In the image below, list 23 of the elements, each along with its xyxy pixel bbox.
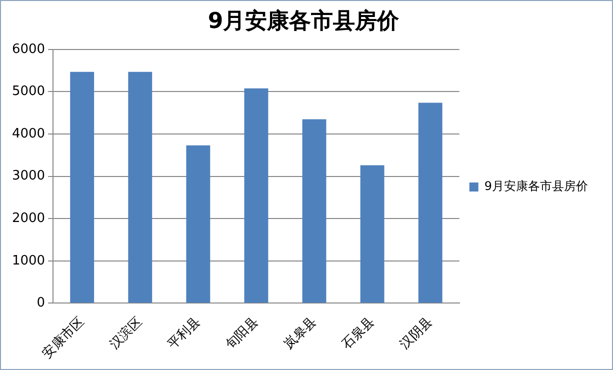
y-tick-label: 5000 bbox=[12, 84, 46, 100]
y-tick-label: 6000 bbox=[12, 42, 46, 57]
x-tick-label: 汉阴县 bbox=[397, 314, 436, 353]
bar bbox=[186, 145, 210, 303]
y-tick-label: 3000 bbox=[12, 168, 46, 184]
chart-title: 9月安康各市县房价 bbox=[208, 8, 400, 34]
x-tick-label: 旬阳县 bbox=[223, 314, 262, 353]
bar bbox=[128, 72, 152, 303]
x-tick-label: 安康市区 bbox=[39, 314, 88, 362]
x-tick-label: 岚皋县 bbox=[281, 314, 320, 353]
legend-label: 9月安康各市县房价 bbox=[484, 179, 588, 194]
x-tick-label: 平利县 bbox=[165, 314, 204, 353]
bar bbox=[70, 72, 94, 303]
x-tick-label: 汉滨区 bbox=[106, 314, 146, 353]
y-tick-label: 1000 bbox=[12, 253, 46, 268]
bar bbox=[360, 165, 384, 303]
x-tick-label: 石泉县 bbox=[339, 314, 378, 353]
y-tick-label: 0 bbox=[36, 296, 46, 311]
y-tick-label: 2000 bbox=[12, 210, 46, 226]
bar bbox=[244, 88, 268, 303]
bar bbox=[418, 102, 442, 303]
bar bbox=[302, 119, 326, 303]
y-tick-label: 4000 bbox=[12, 126, 46, 142]
